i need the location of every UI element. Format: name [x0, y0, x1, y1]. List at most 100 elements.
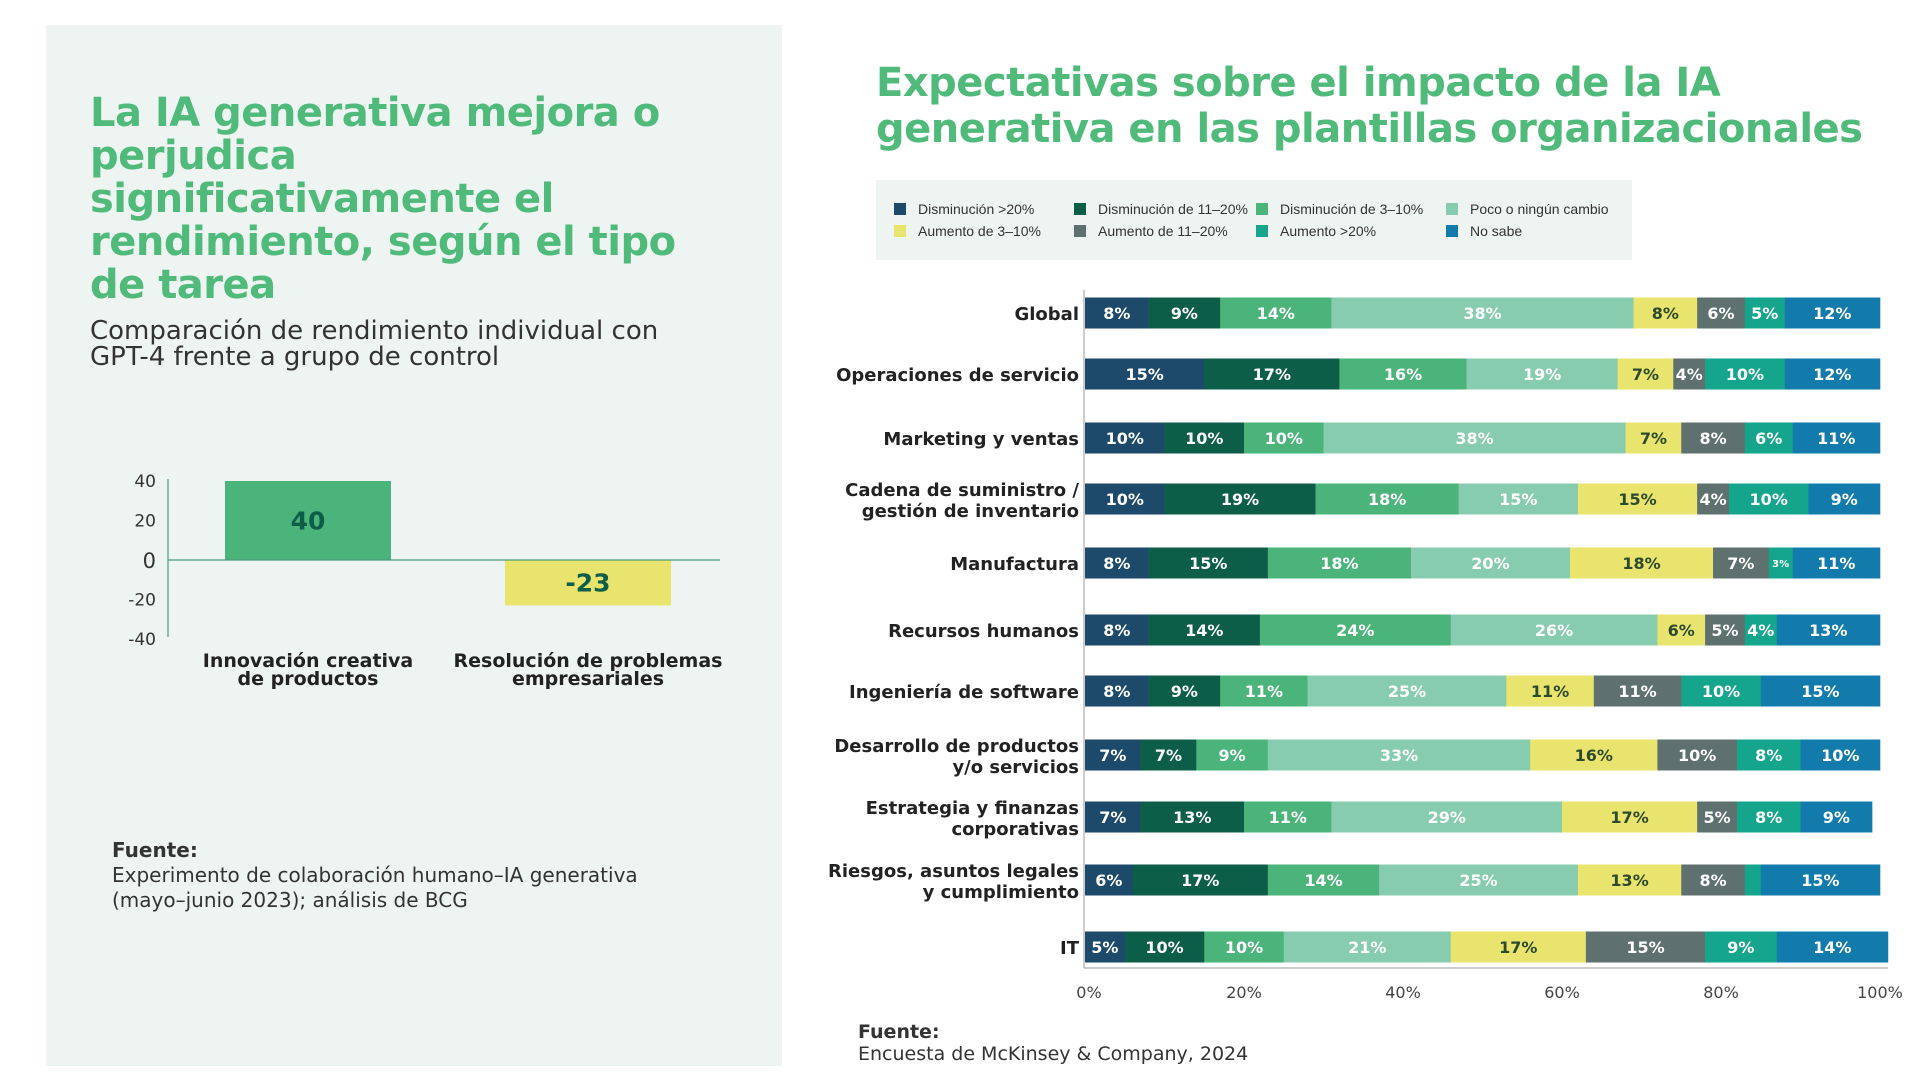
row-label: gestión de inventario [862, 501, 1079, 522]
x-tick-label: 0% [1076, 983, 1101, 1002]
bar-segment [1450, 931, 1587, 963]
bar-segment [1776, 614, 1881, 646]
segment-label: 15% [1626, 938, 1664, 957]
y-tick-label: -40 [128, 630, 156, 650]
bar-segment [1148, 614, 1261, 646]
bar-segment [1085, 931, 1126, 963]
segment-label: 12% [1813, 365, 1851, 384]
legend-label: Aumento de 3–10% [918, 223, 1041, 239]
bar-segment [1244, 801, 1332, 833]
segment-label: 10% [1225, 938, 1263, 957]
segment-label: 6% [1707, 304, 1734, 323]
x-tick-label: 20% [1226, 983, 1262, 1002]
legend-label: Disminución de 11–20% [1098, 201, 1248, 217]
legend-swatch [1074, 225, 1086, 237]
row-label: Estrategia y finanzas [866, 798, 1079, 819]
segment-label: 9% [1831, 490, 1858, 509]
bar-segment [1808, 483, 1881, 515]
left-subtitle: Comparación de rendimiento individual co… [90, 316, 659, 372]
bar-segment [1085, 547, 1149, 579]
row-label: Desarrollo de productos [834, 736, 1079, 757]
segment-label: 9% [1171, 304, 1198, 323]
segment-label: 10% [1702, 682, 1740, 701]
bar-segment [1140, 801, 1245, 833]
segment-label: 7% [1099, 808, 1126, 827]
bar-segment [1267, 547, 1412, 579]
legend-swatch [1074, 203, 1086, 215]
legend-item: No sabe [1446, 223, 1522, 239]
right-title: Expectativas sobre el impacto de la IA g… [876, 60, 1863, 152]
segment-label: 18% [1622, 554, 1660, 573]
bar-segment [1506, 675, 1595, 707]
bar-segment [1220, 297, 1332, 329]
bar-segment [1577, 864, 1682, 896]
segment-label: 24% [1336, 621, 1374, 640]
segment-label: 14% [1185, 621, 1223, 640]
segment-label: 11% [1531, 682, 1569, 701]
row-label: Riesgos, asuntos legales [828, 861, 1079, 882]
row-label: Marketing y ventas [883, 429, 1079, 450]
segment-label: 11% [1618, 682, 1656, 701]
segment-label: 6% [1668, 621, 1695, 640]
bar-value-label: -23 [565, 569, 610, 598]
left-panel [46, 25, 782, 1066]
segment-label: 8% [1103, 621, 1130, 640]
segment-label: 38% [1463, 304, 1501, 323]
segment-label: 5% [1703, 808, 1730, 827]
segment-label: 9% [1218, 746, 1245, 765]
segment-label: 10% [1106, 429, 1144, 448]
bar-segment [1776, 931, 1889, 963]
bar-segment [1681, 864, 1746, 896]
segment-label: 13% [1173, 808, 1211, 827]
bar-segment [1577, 483, 1698, 515]
bar-segment [1697, 297, 1746, 329]
segment-label: 13% [1610, 871, 1648, 890]
category-label: Resolución de problemas [454, 650, 723, 672]
row-label: corporativas [951, 819, 1079, 840]
segment-label: 7% [1099, 746, 1126, 765]
legend-label: Aumento >20% [1280, 223, 1377, 239]
bar-segment [1410, 547, 1571, 579]
segment-label: 15% [1801, 682, 1839, 701]
segment-label: 14% [1304, 871, 1342, 890]
bar-segment [1705, 614, 1746, 646]
bar-segment [1204, 358, 1340, 390]
left-source-text: Experimento de colaboración humano–IA ge… [112, 863, 638, 912]
y-tick-label: 0 [143, 549, 156, 573]
bar-segment [1768, 547, 1793, 579]
segment-label: 15% [1499, 490, 1537, 509]
bar-segment [1792, 422, 1881, 454]
segment-label: 8% [1103, 554, 1130, 573]
row-label: Manufactura [950, 554, 1079, 575]
bar-segment [1124, 931, 1205, 963]
segment-label: 9% [1727, 938, 1754, 957]
bar-segment [1466, 358, 1618, 390]
segment-label: 4% [1676, 365, 1703, 384]
y-tick-label: -20 [128, 591, 156, 611]
segment-label: 20% [1471, 554, 1509, 573]
bar-segment [1085, 483, 1165, 515]
bar-segment [1244, 422, 1324, 454]
row-label: y/o servicios [952, 757, 1079, 778]
bar-segment [1196, 739, 1269, 771]
bar-segment [1339, 358, 1467, 390]
legend-swatch [894, 203, 906, 215]
bar-segment [1633, 297, 1698, 329]
bar-segment [1379, 864, 1579, 896]
legend-item: Aumento de 11–20% [1074, 223, 1228, 239]
segment-label: 6% [1095, 871, 1122, 890]
segment-label: 8% [1755, 808, 1782, 827]
segment-label: 10% [1145, 938, 1183, 957]
bar-segment [1315, 483, 1459, 515]
segment-label: 15% [1189, 554, 1227, 573]
bar-segment [1530, 739, 1658, 771]
bar-value-label: 40 [291, 507, 326, 536]
bar-segment [1705, 931, 1777, 963]
segment-label: 5% [1711, 621, 1738, 640]
bar-segment [1220, 675, 1308, 707]
segment-label: 13% [1809, 621, 1847, 640]
bar-segment [1697, 483, 1730, 515]
segment-label: 25% [1388, 682, 1426, 701]
segment-label: 10% [1185, 429, 1223, 448]
